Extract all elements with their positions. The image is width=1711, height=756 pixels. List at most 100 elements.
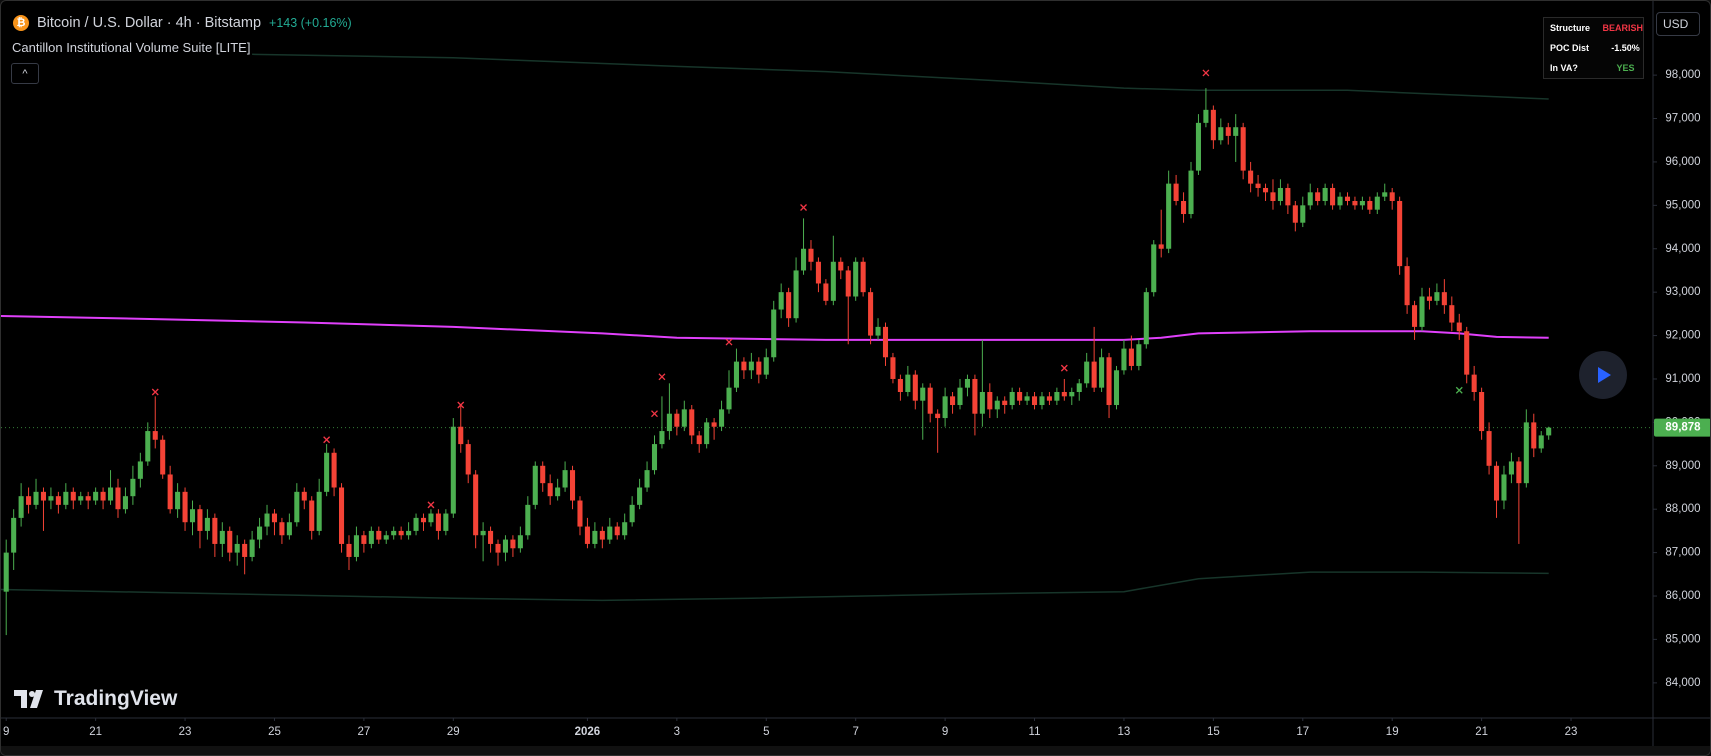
candle-body [823,283,829,301]
candle-body [748,361,754,371]
candle-body [1508,461,1514,475]
candle-body [1240,127,1246,171]
candle-body [830,261,836,301]
candle-body [70,491,76,501]
candle-body [1352,200,1358,206]
candle-body [309,500,315,531]
candle-body [1039,396,1045,406]
coin-icon: ₿ [13,15,29,31]
signal-marker [1202,69,1210,77]
candle-body [868,292,874,336]
candle-body [1091,361,1097,388]
candle-body [316,491,322,531]
candle-body [793,270,799,319]
candle-body [637,487,643,505]
candle-body [1531,422,1537,449]
replay-button[interactable] [1579,351,1627,399]
candle-body [458,426,464,445]
currency-button[interactable]: USD [1656,12,1700,36]
y-tick-label: 94,000 [1665,243,1700,255]
candle-body [689,409,695,436]
candle-body [353,535,359,557]
candle-body [815,261,821,284]
candle-body [1441,292,1447,306]
candle-body [964,378,970,388]
candle-body [450,426,456,514]
candle-body [1389,192,1395,201]
candle-body [1464,331,1470,375]
symbol-title[interactable]: Bitcoin / U.S. Dollar · 4h · Bitstamp [37,15,262,31]
candle-body [547,483,553,497]
candle-body [189,509,196,523]
candle-body [122,496,128,510]
collapse-button[interactable]: ^ [11,63,39,84]
candle-body [1158,244,1164,249]
candle-body [495,543,501,553]
candle-body [219,530,225,544]
candle-body [994,400,1000,410]
candle-body [763,357,769,375]
candle-body [1181,200,1187,215]
candle-body [1426,296,1432,301]
table-key: POC Dist [1550,43,1590,53]
candle-body [286,522,292,536]
candle-body [905,374,911,392]
candle-body [935,413,941,419]
candle-body [756,361,762,375]
candle-body [406,530,412,536]
candle-body [1359,200,1365,206]
x-tick-label: 19 [1386,726,1399,738]
candle-body [26,496,32,505]
candle-body [838,261,844,271]
candle-body [614,526,620,536]
candle-body [1419,296,1425,327]
candle-body [920,387,926,401]
candle-body [681,409,687,427]
candle-body [1054,391,1060,401]
candle-body [85,496,91,501]
candle-body [1136,344,1142,366]
candle-body [1188,170,1194,215]
candle-body [1285,187,1291,206]
candle-body [428,513,434,523]
candle-body [1009,391,1015,406]
x-tick-label: 9 [942,726,948,738]
candle-body [257,526,263,540]
candle-body [1262,187,1269,193]
y-tick-label: 98,000 [1665,69,1700,81]
price-change: +143 (+0.16%) [269,16,352,30]
table-row: Structure BEARISH [1544,18,1643,38]
candle-body [324,452,330,492]
candle-body [234,543,240,553]
candle-body [1024,396,1030,401]
candle-body [249,539,255,557]
signal-marker [651,410,658,418]
candle-body [78,496,84,501]
candle-body [1203,109,1209,123]
indicator-name[interactable]: Cantillon Institutional Volume Suite [LI… [12,40,251,55]
candle-body [1210,109,1216,141]
y-tick-label: 92,000 [1665,330,1700,342]
candle-body [957,387,963,406]
candle-body [1449,305,1455,323]
table-value: -1.50% [1611,43,1640,53]
candle-body [607,526,613,540]
candle-body [1031,396,1038,406]
candle-body [897,378,903,392]
watermark[interactable]: TradingView [14,687,177,711]
status-table: Structure BEARISH POC Dist -1.50% In VA? YE… [1543,17,1644,79]
candle-body [622,522,628,536]
candle-body [55,496,61,505]
watermark-text: TradingView [54,687,178,710]
candle-body [1106,357,1112,406]
x-tick-label: 21 [1475,726,1488,738]
x-tick-label: 21 [89,726,102,738]
play-icon [1598,367,1611,383]
signal-marker [1060,364,1068,372]
candle-body [1128,348,1134,366]
candle-body [242,543,248,557]
candle-body [137,461,143,479]
overlay-line [1,571,1549,602]
candle-body [1486,431,1492,466]
